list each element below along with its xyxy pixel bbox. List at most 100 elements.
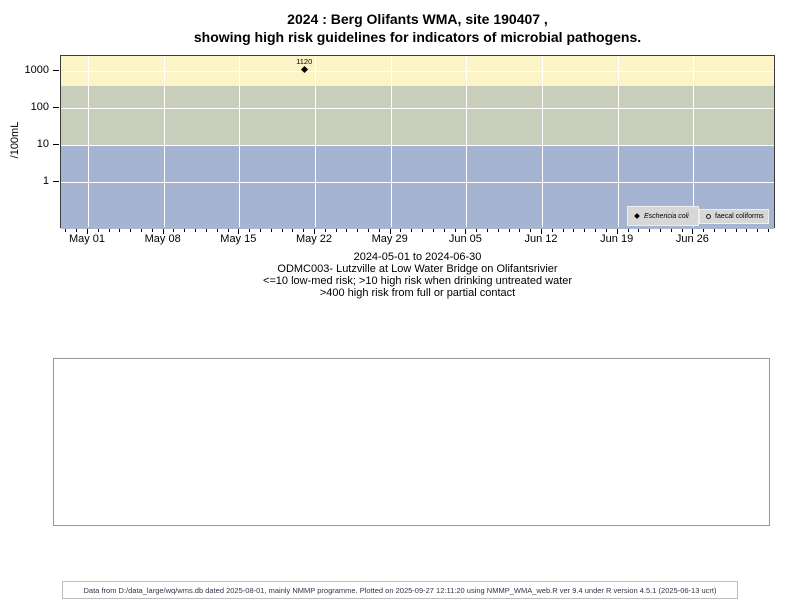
x-axis-tick-label: May 22 — [295, 233, 333, 245]
band-high-risk-drinking-untreated — [61, 85, 774, 145]
x-axis-major-tick — [238, 229, 240, 234]
x-gridline — [315, 56, 316, 227]
x-axis-minor-tick — [551, 229, 553, 232]
caption-date-range: 2024-05-01 to 2024-06-30 — [353, 251, 482, 263]
x-gridline — [88, 56, 89, 227]
x-axis-minor-tick — [422, 229, 424, 232]
caption-risk-line2: >400 high risk from full or partial cont… — [319, 287, 516, 299]
x-gridline — [163, 56, 165, 227]
y-axis-tick-label: 10 — [36, 138, 49, 150]
x-axis-major-tick — [87, 229, 88, 234]
y-axis-tick — [53, 144, 59, 145]
x-axis-minor-tick — [454, 229, 456, 232]
x-axis-tick-label: Jun 26 — [675, 233, 709, 245]
x-axis-minor-tick — [249, 229, 251, 232]
legend-box-ecoli: Eschericia coli — [627, 206, 699, 226]
x-axis-major-tick — [541, 229, 543, 234]
x-axis-minor-tick — [227, 229, 229, 232]
chart-title-line2: showing high risk guidelines for indicat… — [193, 29, 642, 45]
x-axis-minor-tick — [205, 229, 207, 232]
plot-panel: Eschericia coli faecal coliforms 1120 — [60, 55, 775, 229]
legend-label-faecal-coliforms: faecal coliforms — [715, 213, 764, 220]
x-axis-minor-tick — [184, 229, 186, 232]
x-axis-minor-tick — [584, 229, 586, 232]
y-gridline — [61, 71, 774, 72]
legend-box-faecal-coliforms: faecal coliforms — [699, 209, 769, 224]
x-axis-minor-tick — [724, 229, 726, 232]
x-axis-minor-tick — [432, 229, 434, 232]
y-axis-tick-label: 1 — [42, 175, 49, 187]
footer-box: Data from D:/data_large/wq/wms.db dated … — [62, 581, 738, 599]
x-axis-minor-tick — [573, 229, 575, 232]
x-axis-tick-label: May 15 — [220, 233, 257, 245]
x-axis-minor-tick — [757, 229, 759, 232]
band-high-risk-full-or-partial-contact — [61, 56, 774, 86]
x-axis-minor-tick — [195, 229, 197, 232]
x-axis-tick-label: Jun 19 — [600, 233, 634, 245]
x-axis-minor-tick — [649, 229, 651, 232]
x-axis-minor-tick — [595, 229, 597, 232]
x-axis-major-tick — [162, 229, 164, 234]
chart-caption: 2024-05-01 to 2024-06-30 ODMC003- Lutzvi… — [60, 251, 775, 299]
x-axis-minor-tick — [659, 229, 661, 232]
x-axis-major-tick — [314, 229, 315, 234]
x-axis-minor-tick — [270, 229, 272, 232]
x-axis-minor-tick — [768, 229, 770, 232]
x-axis-minor-tick — [605, 229, 607, 232]
x-gridline — [239, 56, 241, 227]
x-axis-minor-tick — [119, 229, 121, 232]
y-gridline — [61, 108, 774, 109]
x-axis-minor-tick — [519, 229, 521, 232]
x-axis-minor-tick — [530, 229, 532, 232]
x-gridline — [466, 56, 468, 227]
caption-risk-line1: <=10 low-med risk; >10 high risk when dr… — [262, 275, 573, 287]
x-axis-minor-tick — [378, 229, 380, 232]
x-axis-minor-tick — [638, 229, 640, 232]
x-axis-minor-tick — [216, 229, 218, 232]
x-gridline — [390, 56, 392, 227]
x-axis-minor-tick — [141, 229, 143, 232]
x-axis-minor-tick — [292, 229, 294, 232]
x-axis-minor-tick — [400, 229, 402, 232]
x-axis-minor-tick — [173, 229, 175, 232]
x-axis-minor-tick — [411, 229, 413, 232]
x-axis-minor-tick — [368, 229, 370, 232]
x-axis-minor-tick — [303, 229, 305, 232]
x-axis-tick-label: Jun 12 — [524, 233, 558, 245]
x-axis-major-tick — [692, 229, 694, 234]
y-gridline — [61, 182, 774, 183]
x-axis-minor-tick — [562, 229, 564, 232]
x-axis-minor-tick — [259, 229, 261, 232]
x-axis-tick-label: May 08 — [144, 233, 181, 245]
x-axis-minor-tick — [735, 229, 737, 232]
x-axis-minor-tick — [497, 229, 499, 232]
x-axis-minor-tick — [443, 229, 445, 232]
x-axis-tick-label: May 29 — [371, 233, 408, 245]
chart-title: 2024 : Berg Olifants WMA, site 190407 , … — [60, 10, 775, 46]
x-axis-minor-tick — [97, 229, 99, 232]
footer-text: Data from D:/data_large/wq/wms.db dated … — [83, 585, 717, 595]
y-axis-tick — [53, 107, 59, 108]
chart-title-line1: 2024 : Berg Olifants WMA, site 190407 , — [287, 11, 548, 27]
axes-layer: 1000 100 10 1 May 01 May 08 May 15 May 22 May 29… — [25, 64, 770, 245]
x-axis-minor-tick — [335, 229, 337, 232]
data-point-label: 1120 — [296, 56, 313, 66]
x-axis-minor-tick — [108, 229, 110, 232]
x-axis-tick-label: Jun 05 — [448, 233, 482, 245]
x-axis-minor-tick — [746, 229, 748, 232]
x-axis-minor-tick — [627, 229, 629, 232]
x-axis-minor-tick — [130, 229, 132, 232]
x-axis-minor-tick — [476, 229, 478, 232]
y-axis-tick — [53, 70, 59, 71]
x-axis-minor-tick — [76, 229, 78, 232]
x-axis-minor-tick — [151, 229, 153, 232]
empty-panel — [53, 358, 770, 526]
x-axis-tick-label: May 01 — [68, 233, 106, 245]
x-axis-minor-tick — [346, 229, 348, 232]
x-gridline — [693, 56, 695, 227]
x-axis-minor-tick — [681, 229, 683, 232]
caption-site-name: ODMC003- Lutzville at Low Water Bridge o… — [277, 263, 558, 275]
x-axis-major-tick — [465, 229, 467, 234]
y-axis-tick-label: 100 — [30, 101, 49, 113]
x-axis-minor-tick — [357, 229, 359, 232]
